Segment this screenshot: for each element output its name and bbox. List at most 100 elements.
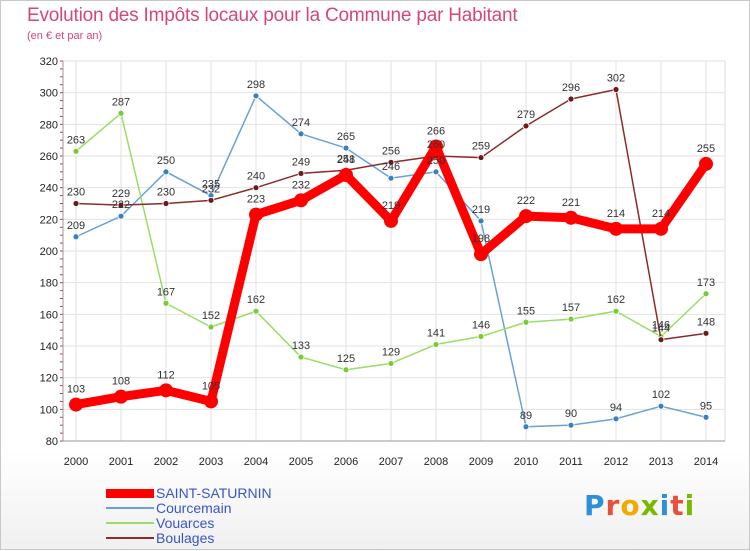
data-label-vouarces: 146	[472, 320, 490, 332]
data-point-saint-saturnin	[69, 397, 83, 412]
data-point-boulages	[387, 158, 395, 166]
data-point-saint-saturnin	[699, 156, 713, 171]
data-point-courcemain	[252, 92, 260, 100]
x-tick-label: 2012	[604, 456, 628, 468]
data-label-vouarces: 155	[517, 305, 535, 317]
data-point-boulages	[117, 201, 125, 209]
data-label-boulages: 259	[472, 141, 490, 153]
data-label-vouarces: 287	[112, 96, 130, 108]
x-tick-label: 2007	[379, 456, 403, 468]
data-point-saint-saturnin	[609, 221, 623, 236]
data-label-courcemain: 90	[565, 408, 577, 420]
data-point-vouarces	[117, 109, 125, 117]
logo-letter: P	[584, 489, 606, 522]
data-point-saint-saturnin	[204, 394, 218, 409]
data-label-courcemain: 235	[202, 179, 220, 191]
data-point-vouarces	[162, 299, 170, 307]
data-label-saint-saturnin: 221	[562, 197, 580, 209]
data-point-courcemain	[342, 144, 350, 152]
logo-letter: i	[684, 489, 696, 522]
legend-label-courcemain: Courcemain	[156, 500, 232, 516]
data-point-vouarces	[477, 333, 485, 340]
data-label-boulages: 251	[337, 153, 355, 165]
data-point-vouarces	[432, 341, 440, 348]
data-label-courcemain: 89	[520, 410, 532, 422]
data-label-saint-saturnin: 255	[697, 143, 715, 155]
x-tick-label: 2000	[64, 456, 88, 468]
series-courcemain	[72, 92, 710, 431]
data-point-saint-saturnin	[564, 210, 578, 225]
data-label-saint-saturnin: 198	[472, 233, 490, 245]
x-tick-label: 2013	[649, 456, 673, 468]
data-label-saint-saturnin: 103	[67, 384, 85, 396]
data-point-boulages	[252, 184, 260, 192]
data-label-vouarces: 133	[292, 340, 310, 352]
logo-letter: o	[620, 489, 641, 522]
x-tick-label: 2004	[244, 456, 268, 468]
data-label-boulages: 230	[67, 187, 85, 199]
data-point-boulages	[207, 196, 215, 204]
data-point-vouarces	[72, 147, 80, 155]
data-point-courcemain	[297, 130, 305, 138]
data-label-saint-saturnin: 112	[157, 369, 175, 381]
data-label-courcemain: 246	[382, 161, 400, 173]
data-label-vouarces: 162	[247, 294, 265, 306]
data-label-saint-saturnin: 219	[382, 200, 400, 212]
legend-swatch-saint-saturnin	[106, 489, 154, 498]
x-tick-label: 2014	[694, 456, 718, 468]
data-point-courcemain	[387, 174, 395, 182]
data-label-boulages: 229	[112, 188, 130, 200]
x-tick-label: 2010	[514, 456, 538, 468]
data-label-vouarces: 146	[652, 320, 670, 332]
series-saint-saturnin	[69, 139, 713, 412]
logo-letter: x	[640, 489, 660, 522]
data-point-boulages	[477, 154, 485, 161]
data-label-courcemain: 250	[427, 155, 445, 167]
data-label-boulages: 260	[427, 139, 445, 151]
x-tick-label: 2002	[154, 456, 178, 468]
data-point-boulages	[522, 122, 530, 130]
data-point-saint-saturnin	[474, 247, 488, 262]
data-point-boulages	[612, 86, 620, 93]
data-point-boulages	[162, 200, 170, 207]
data-point-saint-saturnin	[654, 221, 668, 236]
data-point-courcemain	[162, 168, 170, 176]
data-label-boulages: 144	[652, 323, 670, 335]
chart-title: Evolution des Impôts locaux pour la Comm…	[27, 5, 518, 26]
data-point-courcemain	[72, 233, 80, 241]
y-tick-label: 300	[40, 88, 58, 100]
data-label-courcemain: 222	[112, 199, 130, 211]
data-label-vouarces: 129	[382, 346, 400, 358]
x-tick-label: 2005	[289, 456, 313, 468]
x-tick-label: 2001	[109, 456, 133, 468]
x-tick-label: 2006	[334, 456, 358, 468]
y-tick-label: 80	[46, 436, 58, 448]
y-tick-label: 220	[40, 214, 58, 226]
x-tick-label: 2011	[559, 456, 583, 468]
data-point-vouarces	[567, 315, 575, 323]
data-label-boulages: 148	[697, 316, 715, 328]
y-tick-label: 320	[40, 56, 58, 68]
legend-label-saint-saturnin: SAINT-SATURNIN	[156, 485, 272, 501]
y-tick-label: 260	[40, 151, 58, 163]
data-label-saint-saturnin: 232	[292, 179, 310, 191]
data-label-courcemain: 250	[157, 155, 175, 167]
data-label-saint-saturnin: 214	[607, 208, 625, 220]
data-label-courcemain: 102	[652, 389, 670, 401]
logo-letter: r	[605, 489, 621, 522]
data-label-saint-saturnin: 214	[652, 208, 670, 220]
data-label-courcemain: 209	[67, 220, 85, 232]
legend-swatch-vouarces	[106, 522, 154, 524]
data-label-vouarces: 263	[67, 134, 85, 146]
data-label-boulages: 240	[247, 171, 265, 183]
x-tick-label: 2003	[199, 456, 223, 468]
data-label-vouarces: 141	[427, 327, 445, 339]
data-label-vouarces: 167	[157, 286, 175, 298]
y-tick-label: 100	[40, 404, 58, 416]
axes: 80 100 120 140 160 180 200 220 240 260 280 300 320 20…	[40, 56, 725, 468]
data-point-saint-saturnin	[519, 209, 533, 224]
data-label-vouarces: 152	[202, 310, 220, 322]
data-point-boulages	[567, 95, 575, 103]
data-point-saint-saturnin	[114, 389, 128, 404]
